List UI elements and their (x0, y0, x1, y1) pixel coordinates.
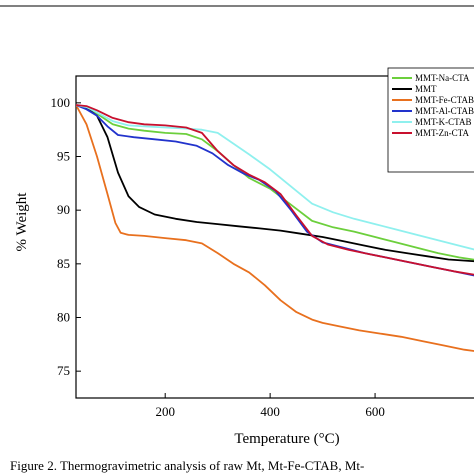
y-tick-label-5: 100 (51, 95, 71, 110)
legend-label-1: MMT (415, 84, 437, 94)
series-line-1 (76, 104, 474, 263)
y-axis: 75 80 85 90 95 100 (51, 95, 81, 378)
series-line-5 (76, 104, 474, 276)
series-line-2 (76, 104, 474, 352)
legend: MMT-Na-CTAMMTMMT-Fe-CTABMMT-Al-CTABMMT-K… (387, 67, 474, 173)
y-tick-label-1: 80 (57, 310, 70, 325)
legend-label-2: MMT-Fe-CTAB (415, 95, 474, 105)
y-tick-label-3: 90 (57, 202, 70, 217)
y-tick-label-2: 85 (57, 256, 70, 271)
legend-label-3: MMT-Al-CTAB (415, 106, 474, 116)
series-line-0 (76, 104, 474, 261)
y-tick-label-0: 75 (57, 363, 70, 378)
x-axis: 200 400 600 (155, 393, 385, 419)
plot-frame (75, 75, 474, 399)
x-axis-title: Temperature (°C) (234, 431, 339, 447)
series-line-4 (76, 104, 474, 251)
y-axis-title: % Weight (14, 192, 30, 252)
y-tick-label-4: 95 (57, 149, 70, 164)
x-tick-label-0: 200 (155, 404, 175, 419)
legend-label-0: MMT-Na-CTA (415, 73, 470, 83)
x-tick-label-1: 400 (260, 404, 280, 419)
series-layer (76, 104, 474, 352)
figure-caption: Figure 2. Thermogravimetric analysis of … (10, 458, 364, 473)
legend-box (387, 67, 474, 173)
legend-label-4: MMT-K-CTAB (415, 117, 471, 127)
legend-label-5: MMT-Zn-CTA (415, 128, 469, 138)
x-tick-label-2: 600 (365, 404, 385, 419)
